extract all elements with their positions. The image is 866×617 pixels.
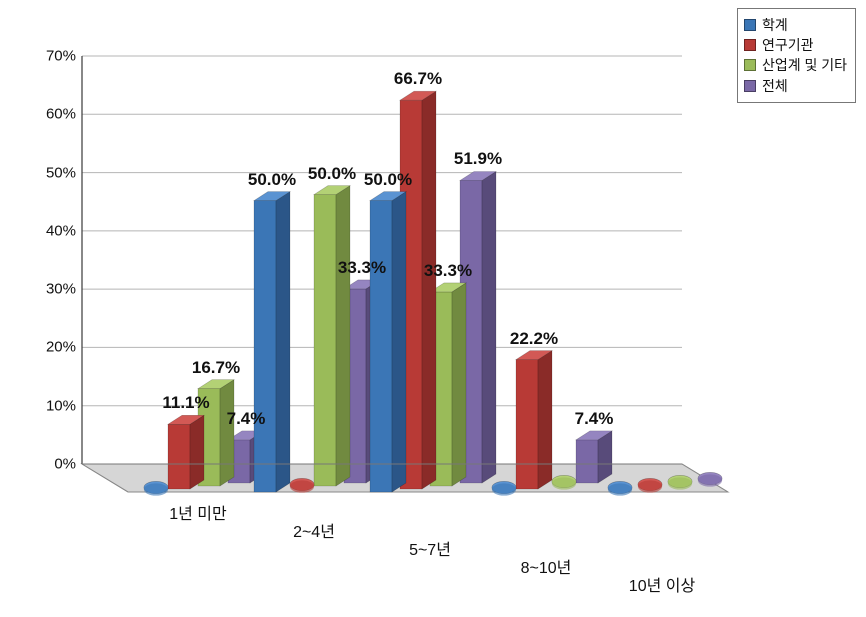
legend-swatch	[744, 39, 756, 51]
legend: 학계연구기관산업계 및 기타전체	[737, 8, 856, 103]
bar-value-label: 7.4%	[227, 409, 266, 429]
bar-value-label: 22.2%	[510, 329, 558, 349]
legend-swatch	[744, 80, 756, 92]
legend-label: 연구기관	[762, 36, 814, 54]
legend-label: 학계	[762, 16, 788, 34]
y-axis-tick-label: 70%	[26, 48, 76, 65]
x-axis-category-label: 1년 미만	[169, 500, 227, 524]
legend-swatch	[744, 59, 756, 71]
bar-value-label: 11.1%	[162, 393, 209, 413]
y-axis-tick-label: 40%	[26, 222, 76, 239]
bar-value-label: 33.3%	[424, 261, 472, 281]
x-axis-category-label: 2~4년	[293, 518, 335, 542]
bar-value-label: 7.4%	[575, 409, 614, 429]
legend-item: 산업계 및 기타	[744, 55, 847, 75]
y-axis-tick-label: 50%	[26, 164, 76, 181]
y-axis-tick-label: 30%	[26, 281, 76, 298]
bar-value-label: 51.9%	[454, 149, 502, 169]
bar-value-label: 33.3%	[338, 258, 386, 278]
chart-container: 학계연구기관산업계 및 기타전체 0% 10% 20% 30% 40% 50% 60% 70%…	[0, 0, 866, 617]
bar-value-label: 50.0%	[248, 170, 296, 190]
y-axis-tick-label: 0%	[26, 456, 76, 473]
bar-value-label: 16.7%	[192, 358, 240, 378]
bar-value-label: 66.7%	[394, 69, 442, 89]
legend-swatch	[744, 19, 756, 31]
legend-label: 전체	[762, 77, 788, 95]
y-axis-tick-label: 10%	[26, 397, 76, 414]
legend-item: 학계	[744, 15, 847, 35]
legend-label: 산업계 및 기타	[762, 56, 847, 74]
bar-value-label: 50.0%	[308, 164, 356, 184]
bar-value-label: 50.0%	[364, 170, 412, 190]
x-axis-category-label: 5~7년	[409, 536, 451, 560]
x-axis-category-label: 10년 이상	[629, 572, 695, 596]
legend-item: 전체	[744, 76, 847, 96]
y-axis-tick-label: 20%	[26, 339, 76, 356]
x-axis-category-label: 8~10년	[521, 554, 572, 578]
legend-item: 연구기관	[744, 35, 847, 55]
y-axis-tick-label: 60%	[26, 106, 76, 123]
